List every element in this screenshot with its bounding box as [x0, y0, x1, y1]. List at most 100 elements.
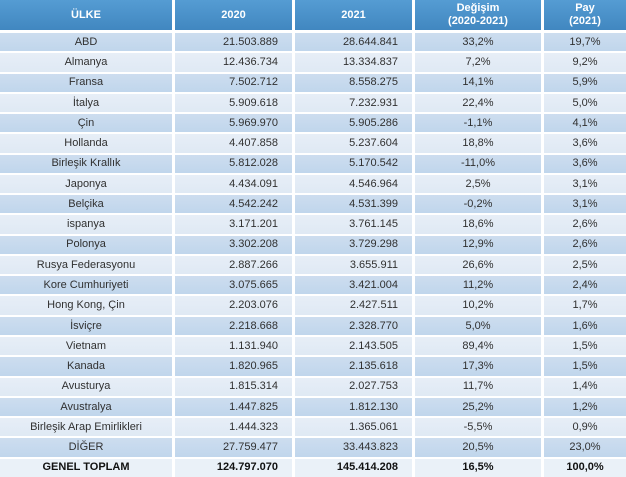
- cell-change-percent: 89,4%: [415, 336, 541, 356]
- cell-country: Birleşik Krallık: [0, 154, 172, 173]
- cell-2020-value: 3.075.665: [175, 276, 292, 295]
- cell-share-percent: 3,1%: [544, 195, 626, 214]
- col-header-2021-label: 2021: [341, 8, 366, 21]
- cell-country: Çin: [0, 114, 172, 133]
- cell-change-percent: -1,1%: [415, 114, 541, 133]
- cell-share-percent: 100,0%: [544, 458, 626, 477]
- table-row: Hollanda 4.407.858 5.237.604 18,8% 3,6%: [0, 134, 626, 153]
- cell-share-percent: 3,6%: [544, 134, 626, 153]
- table-header-row: ÜLKE 2020 2021 Değişim (2020-2021) Pay (…: [0, 0, 626, 30]
- cell-share-percent: 5,9%: [544, 73, 626, 92]
- cell-country: Hollanda: [0, 134, 172, 153]
- cell-2021-value: 3.421.004: [295, 276, 412, 295]
- cell-share-percent: 4,1%: [544, 114, 626, 133]
- cell-2020-value: 5.812.028: [175, 154, 292, 173]
- table-row: Birleşik Krallık 5.812.028 5.170.542 -11…: [0, 154, 626, 173]
- cell-country: Kore Cumhuriyeti: [0, 276, 172, 295]
- cell-share-percent: 1,4%: [544, 377, 626, 396]
- table-row: Polonya 3.302.208 3.729.298 12,9% 2,6%: [0, 235, 626, 254]
- col-header-share-label: Pay: [575, 2, 595, 15]
- cell-change-percent: 11,2%: [415, 276, 541, 295]
- cell-2020-value: 27.759.477: [175, 438, 292, 457]
- col-header-change-label: Değişim: [456, 2, 500, 15]
- cell-2020-value: 2.203.076: [175, 296, 292, 315]
- cell-2020-value: 21.503.889: [175, 33, 292, 52]
- col-header-2021: 2021: [295, 0, 412, 30]
- cell-share-percent: 1,6%: [544, 316, 626, 335]
- table-row: İtalya 5.909.618 7.232.931 22,4% 5,0%: [0, 93, 626, 113]
- col-header-country-label: ÜLKE: [71, 8, 101, 21]
- cell-country: Birleşik Arap Emirlikleri: [0, 418, 172, 437]
- cell-2020-value: 1.131.940: [175, 336, 292, 356]
- col-header-country: ÜLKE: [0, 0, 172, 30]
- cell-country: GENEL TOPLAM: [0, 458, 172, 477]
- cell-country: Hong Kong, Çin: [0, 296, 172, 315]
- cell-country: Japonya: [0, 174, 172, 194]
- cell-change-percent: 26,6%: [415, 255, 541, 275]
- cell-change-percent: 20,5%: [415, 438, 541, 457]
- cell-2021-value: 2.135.618: [295, 357, 412, 376]
- cell-share-percent: 1,5%: [544, 336, 626, 356]
- col-header-change-sublabel: (2020-2021): [448, 15, 508, 27]
- cell-change-percent: 2,5%: [415, 174, 541, 194]
- table-row: Fransa 7.502.712 8.558.275 14,1% 5,9%: [0, 73, 626, 92]
- cell-2020-value: 12.436.734: [175, 53, 292, 72]
- cell-change-percent: 12,9%: [415, 235, 541, 254]
- col-header-2020: 2020: [175, 0, 292, 30]
- cell-country: ABD: [0, 33, 172, 52]
- cell-2020-value: 4.407.858: [175, 134, 292, 153]
- cell-2021-value: 3.655.911: [295, 255, 412, 275]
- table-row: İsviçre 2.218.668 2.328.770 5,0% 1,6%: [0, 316, 626, 335]
- table-row: Avusturya 1.815.314 2.027.753 11,7% 1,4%: [0, 377, 626, 396]
- cell-share-percent: 3,1%: [544, 174, 626, 194]
- table-row: DİĞER 27.759.477 33.443.823 20,5% 23,0%: [0, 438, 626, 457]
- col-header-change: Değişim (2020-2021): [415, 0, 541, 30]
- table-row: Belçika 4.542.242 4.531.399 -0,2% 3,1%: [0, 195, 626, 214]
- cell-2020-value: 2.887.266: [175, 255, 292, 275]
- cell-country: Almanya: [0, 53, 172, 72]
- cell-change-percent: 18,6%: [415, 215, 541, 234]
- cell-country: Rusya Federasyonu: [0, 255, 172, 275]
- cell-2020-value: 1.444.323: [175, 418, 292, 437]
- cell-share-percent: 1,2%: [544, 397, 626, 417]
- cell-2021-value: 2.027.753: [295, 377, 412, 396]
- cell-change-percent: 10,2%: [415, 296, 541, 315]
- cell-country: İtalya: [0, 93, 172, 113]
- cell-share-percent: 2,6%: [544, 235, 626, 254]
- col-header-2020-label: 2020: [221, 8, 246, 21]
- cell-2020-value: 4.434.091: [175, 174, 292, 194]
- cell-2020-value: 2.218.668: [175, 316, 292, 335]
- cell-change-percent: 22,4%: [415, 93, 541, 113]
- cell-2021-value: 2.427.511: [295, 296, 412, 315]
- table-row: ABD 21.503.889 28.644.841 33,2% 19,7%: [0, 33, 626, 52]
- table-row: Birleşik Arap Emirlikleri 1.444.323 1.36…: [0, 418, 626, 437]
- cell-change-percent: 11,7%: [415, 377, 541, 396]
- cell-change-percent: 5,0%: [415, 316, 541, 335]
- cell-2020-value: 4.542.242: [175, 195, 292, 214]
- cell-2021-value: 4.531.399: [295, 195, 412, 214]
- cell-2020-value: 5.909.618: [175, 93, 292, 113]
- cell-2021-value: 2.328.770: [295, 316, 412, 335]
- cell-change-percent: 18,8%: [415, 134, 541, 153]
- cell-2021-value: 145.414.208: [295, 458, 412, 477]
- cell-country: Polonya: [0, 235, 172, 254]
- table-row: Almanya 12.436.734 13.334.837 7,2% 9,2%: [0, 53, 626, 72]
- cell-2021-value: 3.761.145: [295, 215, 412, 234]
- table-row: Kore Cumhuriyeti 3.075.665 3.421.004 11,…: [0, 276, 626, 295]
- cell-2021-value: 1.365.061: [295, 418, 412, 437]
- col-header-share: Pay (2021): [544, 0, 626, 30]
- cell-change-percent: 33,2%: [415, 33, 541, 52]
- table-row: Japonya 4.434.091 4.546.964 2,5% 3,1%: [0, 174, 626, 194]
- cell-country: DİĞER: [0, 438, 172, 457]
- cell-2020-value: 124.797.070: [175, 458, 292, 477]
- cell-2020-value: 3.171.201: [175, 215, 292, 234]
- table-row: GENEL TOPLAM 124.797.070 145.414.208 16,…: [0, 458, 626, 477]
- cell-2021-value: 28.644.841: [295, 33, 412, 52]
- table-row: Vietnam 1.131.940 2.143.505 89,4% 1,5%: [0, 336, 626, 356]
- cell-2021-value: 2.143.505: [295, 336, 412, 356]
- cell-2021-value: 5.905.286: [295, 114, 412, 133]
- cell-change-percent: 17,3%: [415, 357, 541, 376]
- cell-share-percent: 1,5%: [544, 357, 626, 376]
- cell-share-percent: 2,4%: [544, 276, 626, 295]
- cell-2021-value: 1.812.130: [295, 397, 412, 417]
